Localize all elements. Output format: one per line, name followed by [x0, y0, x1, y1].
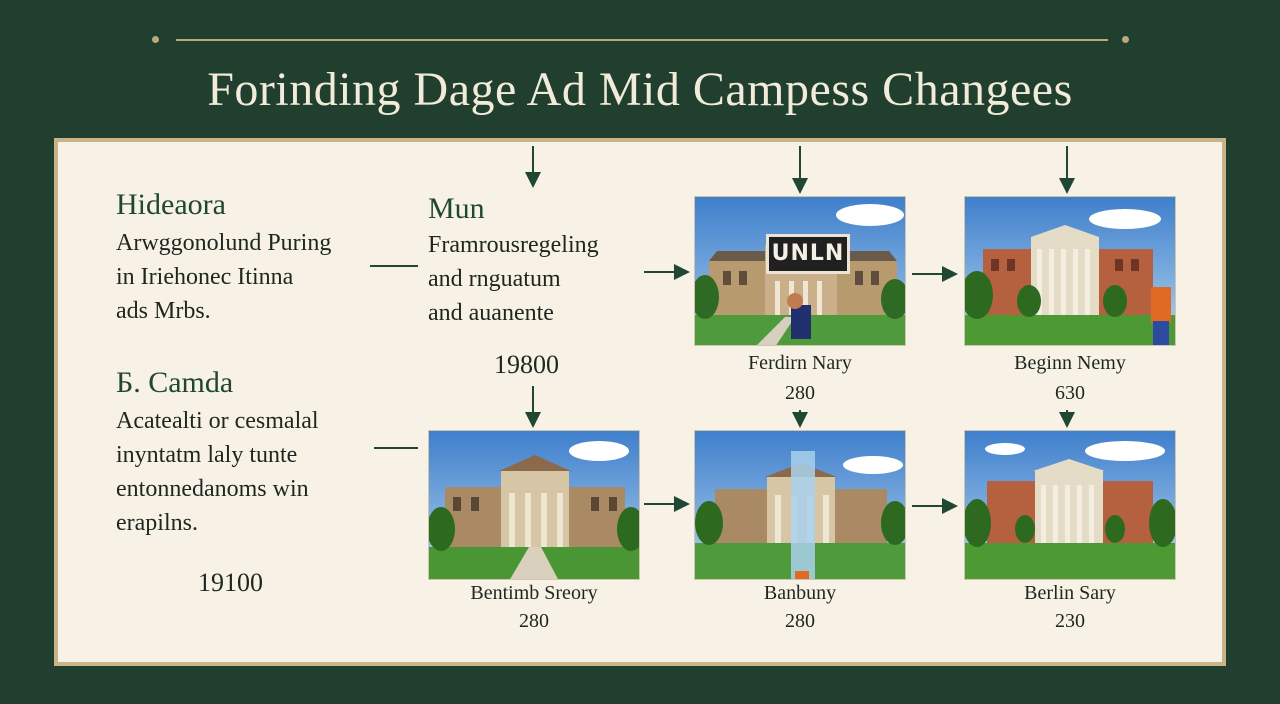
campus-sign: UNLN — [766, 234, 850, 274]
text-line: and auanente — [428, 300, 554, 326]
photo-caption-3: Bentimb Sreory — [470, 582, 598, 604]
left-text-2: Acatealti or cesmalal inyntatm laly tunt… — [116, 404, 319, 540]
photo-caption-5: Berlin Sary — [1024, 582, 1116, 604]
campus-photo-2 — [964, 196, 1176, 346]
photo-caption-1: Ferdirn Nary — [748, 352, 852, 374]
left-heading-2: Б. Camda — [116, 366, 234, 399]
middle-text: Framrousregeling and rnguatum and auanen… — [428, 228, 599, 330]
text-line: and rnguatum — [428, 266, 561, 292]
page-title: Forinding Dage Ad Mid Campess Changees — [207, 63, 1073, 116]
ornament-dot-left — [152, 36, 159, 43]
photo-value-2: 630 — [1055, 382, 1085, 404]
photo-caption-4: Banbuny — [763, 582, 837, 604]
text-line: ads Mrbs. — [116, 298, 211, 324]
text-line: Acatealti or cesmalal — [116, 408, 319, 434]
campus-photo-5 — [964, 430, 1176, 580]
year-label-left: 19100 — [198, 568, 263, 597]
text-line: Arwggonolund Puring — [116, 230, 332, 256]
text-line: in Iriehonec Itinna — [116, 264, 294, 290]
ornament-line — [176, 39, 1108, 41]
text-line: inyntatm laly tunte — [116, 442, 298, 468]
photo-value-1: 280 — [785, 382, 815, 404]
middle-heading: Mun — [428, 192, 485, 225]
left-text-1: Arwggonolund Puring in Iriehonec Itinna … — [116, 226, 331, 328]
ornament-dot-right — [1122, 36, 1129, 43]
photo-value-3: 280 — [519, 610, 549, 632]
left-heading-1: Hideaora — [116, 188, 226, 221]
text-line: entonnedanoms win — [116, 476, 309, 502]
text-line: erapilns. — [116, 510, 198, 536]
text-line: Framrousregeling — [428, 232, 599, 258]
campus-photo-3 — [428, 430, 640, 580]
photo-value-4: 280 — [785, 610, 815, 632]
photo-value-5: 230 — [1055, 610, 1085, 632]
photo-caption-2: Beginn Nemy — [1014, 352, 1126, 374]
year-label-middle: 19800 — [494, 350, 559, 379]
campus-photo-4 — [694, 430, 906, 580]
